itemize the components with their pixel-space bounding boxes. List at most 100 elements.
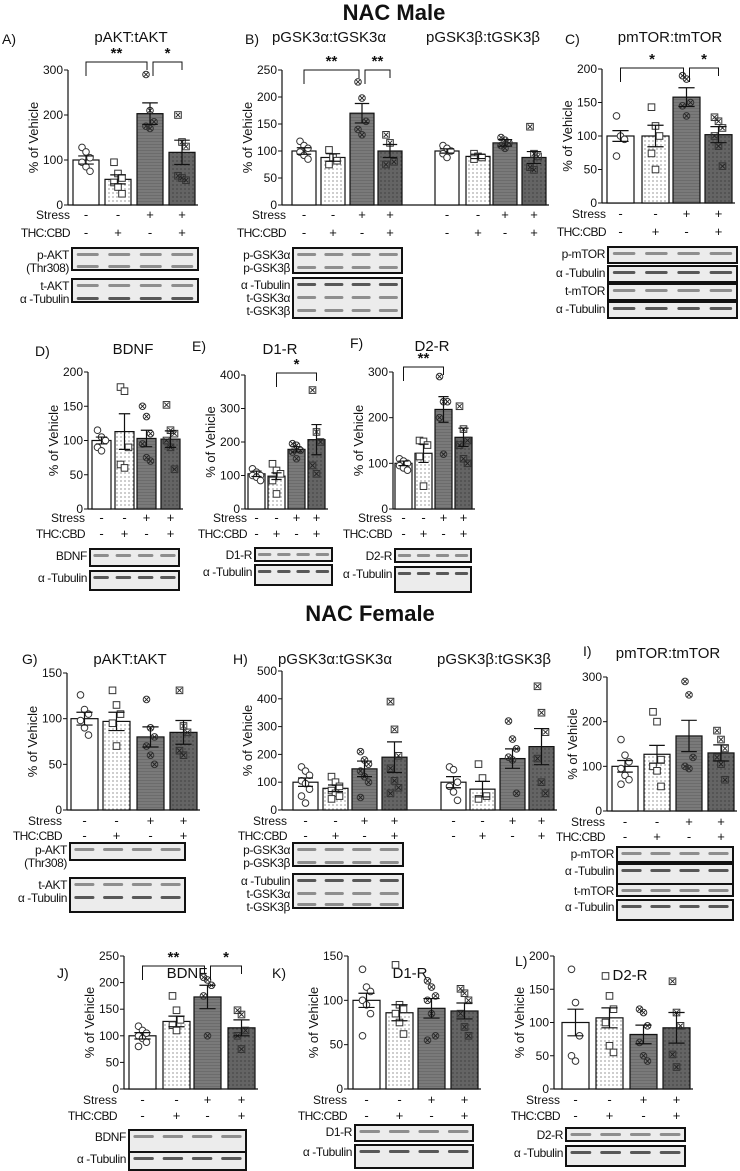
stress-symbol: - [480,813,484,828]
error-bar [199,984,216,1010]
blot-band [103,848,124,851]
blot-label: p-GSK3β [243,261,290,275]
data-point [168,1021,177,1029]
thc-cbd-symbol: + [461,1108,469,1123]
blot-band [297,253,317,256]
blot-band [171,284,194,287]
error-bar [497,139,513,147]
bar [595,1017,624,1090]
data-point [108,686,117,695]
blot-band [108,265,131,268]
blot-label: BDNF [56,549,87,563]
data-point-cross [183,177,189,183]
data-point-cross [151,119,157,125]
error-bar [142,102,158,126]
data-point [508,735,517,743]
error-bar [534,727,549,766]
blot-band [709,307,733,310]
chart-title: pAKT:tAKT [93,651,166,668]
y-tick-label: 50 [106,1055,120,1069]
stress-symbol: + [391,813,399,828]
blot-label: α -Tubulin [556,266,605,280]
data-point-cross [171,466,178,472]
blot-band [397,554,412,557]
data-point [534,152,542,161]
panel-letter: L) [515,953,527,969]
data-point [142,742,151,750]
blot-band [297,309,317,312]
chart-title: D2-R [414,338,449,355]
bar [672,96,701,204]
data-point [537,778,546,787]
blot-band [297,903,317,906]
thc-cbd-row-label: THC:CBD [21,226,71,240]
stress-row-label: Stress [526,1093,560,1107]
panel-E: E) 0 100 200 300 400 % of Vehicle Stress THC:CBD… [192,338,333,586]
blot-band [137,576,154,579]
error-bar [681,719,697,753]
bar [193,996,222,1090]
blot-band [352,879,372,882]
data-point [134,1042,143,1051]
blot-band [108,297,131,300]
blot-band [600,1133,622,1136]
blot-band [650,889,671,892]
blot-band [160,848,181,851]
blot-band [709,252,733,255]
y-tick-label: 100 [529,1016,549,1030]
data-point [394,783,403,792]
data-point-cross [644,1058,651,1064]
data-point-cross [167,427,174,433]
data-point [390,158,398,166]
data-point [237,1045,246,1053]
data-point [530,166,538,174]
y-tick-label: 200 [99,976,119,990]
panel-letter: G) [22,651,38,667]
data-point [403,466,412,474]
data-point-cross [683,76,690,82]
data-point [419,482,428,490]
blot-band [137,554,154,557]
data-point [362,117,370,126]
panel-letter: A) [2,31,16,47]
data-point [203,1032,212,1040]
bar [704,134,733,204]
data-point-cross [535,153,541,159]
blot-band [659,1151,681,1154]
data-point [460,1023,469,1031]
data-point-cross [357,768,364,774]
panel-H: H) 0 100 200 300 400 500 % of Vehicle StressTHC:… [233,651,557,914]
y-tick-label: 150 [529,982,549,996]
data-point [601,972,610,980]
significance-bracket [142,965,205,980]
blot-band [454,572,469,575]
blot-band [708,905,729,908]
blot-label: α -Tubulin [38,571,87,585]
stress-symbol: - [99,510,103,525]
data-point-cross [180,752,187,758]
western-blot-image [607,283,738,301]
stress-symbol: - [84,207,88,222]
blot-label: p-mTOR [562,247,606,261]
data-point [685,764,693,773]
data-point-cross [387,790,394,796]
data-point [635,1038,644,1047]
data-point [537,708,546,717]
data-point [142,412,151,421]
stress-symbol: + [428,1092,436,1107]
data-point-cross [690,754,696,760]
thc-cbd-symbol: + [173,1108,181,1123]
data-point [150,733,159,741]
data-point [625,775,633,784]
blot-band [378,309,398,312]
data-point-cross [677,1023,684,1029]
blot-band [351,283,371,286]
data-point [456,1009,465,1018]
blot-band [397,572,412,575]
data-point [174,171,182,180]
y-tick-label: 0 [76,502,83,516]
stress-symbol: + [717,814,725,829]
stress-symbol: - [445,207,449,222]
